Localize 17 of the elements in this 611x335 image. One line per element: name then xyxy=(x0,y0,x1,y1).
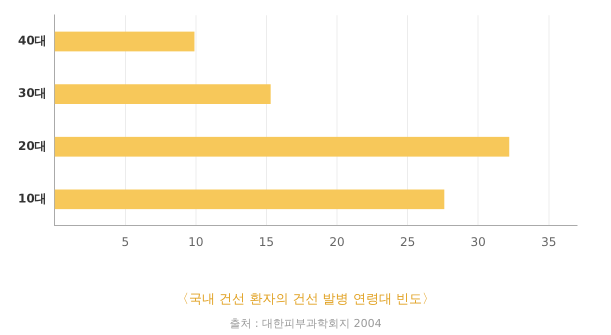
x-tick-label: 15 xyxy=(258,234,274,249)
y-tick-label: 20대 xyxy=(18,138,47,153)
x-tick-label: 20 xyxy=(329,234,345,249)
bar xyxy=(54,136,510,157)
x-tick-label: 5 xyxy=(121,234,130,249)
x-tick-label: 30 xyxy=(470,234,486,249)
bar xyxy=(54,32,194,52)
bar xyxy=(54,84,271,104)
y-tick-label: 40대 xyxy=(18,34,47,48)
bar xyxy=(54,189,444,210)
x-tick-label: 10 xyxy=(188,234,204,249)
x-tick-label: 25 xyxy=(400,234,416,249)
y-tick-label: 10대 xyxy=(18,191,47,206)
x-tick-label: 35 xyxy=(541,234,556,249)
source-note: 출처 : 대한피부과학회지 2004 xyxy=(228,316,383,331)
text: 〈국내 건선 환자의 건선 발병 연령대 빈도〉 xyxy=(175,291,436,308)
y-tick-label: 30대 xyxy=(18,86,47,100)
